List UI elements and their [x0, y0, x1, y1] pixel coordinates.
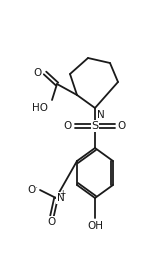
Text: HO: HO: [32, 103, 48, 113]
Text: S: S: [91, 121, 99, 131]
Text: O: O: [34, 68, 42, 78]
Text: OH: OH: [87, 221, 103, 231]
Text: O: O: [27, 185, 35, 195]
Text: +: +: [59, 189, 65, 198]
Text: ⁻: ⁻: [33, 185, 37, 194]
Text: O: O: [64, 121, 72, 131]
Text: O: O: [48, 217, 56, 227]
Text: N: N: [97, 110, 105, 120]
Text: N: N: [57, 193, 65, 203]
Text: O: O: [118, 121, 126, 131]
